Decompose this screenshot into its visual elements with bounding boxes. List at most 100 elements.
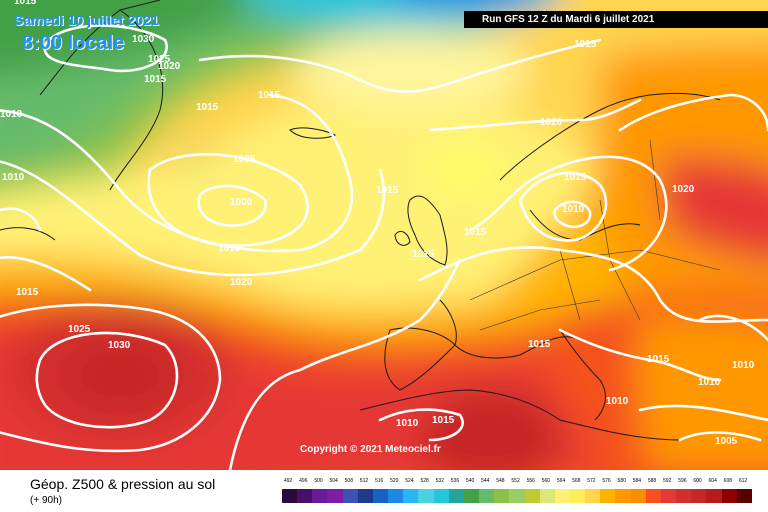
pressure-label: 1005 bbox=[233, 154, 256, 165]
color-scale-swatch bbox=[524, 489, 540, 503]
color-scale-tick: 544 bbox=[481, 478, 490, 484]
pressure-label: 1010 bbox=[0, 109, 23, 120]
color-scale-swatch bbox=[600, 489, 616, 503]
color-scale-tick: 516 bbox=[374, 478, 384, 484]
pressure-label: 1005 bbox=[715, 436, 738, 447]
color-scale-swatch bbox=[297, 489, 313, 503]
color-scale-swatch bbox=[463, 489, 480, 503]
color-scale-swatch bbox=[282, 489, 298, 503]
color-scale-tick: 584 bbox=[632, 478, 642, 484]
color-scale-swatch bbox=[509, 489, 525, 503]
pressure-label: 1025 bbox=[148, 54, 171, 65]
color-scale-ticks: 492 496 500 504 508 512 516 520 524 528 532 536 540 5… bbox=[282, 478, 752, 488]
pressure-label: 1015 bbox=[14, 0, 37, 7]
color-scale-swatch bbox=[388, 489, 404, 503]
color-scale-tick: 576 bbox=[602, 478, 611, 484]
pressure-label: 1015 bbox=[196, 102, 219, 113]
color-scale-tick: 572 bbox=[587, 478, 596, 484]
color-scale-swatch bbox=[448, 489, 464, 503]
color-scale-swatch bbox=[539, 489, 555, 503]
forecast-date: Samedi 10 juillet 2021 bbox=[14, 12, 159, 28]
color-scale-swatch bbox=[569, 489, 586, 503]
color-scale-swatch bbox=[342, 489, 358, 503]
pressure-label: 1025 bbox=[68, 324, 91, 335]
color-scale-tick: 604 bbox=[708, 478, 717, 484]
color-scale-tick: 548 bbox=[496, 478, 505, 484]
pressure-label: 1020 bbox=[540, 117, 563, 128]
color-scale-swatch bbox=[615, 489, 631, 503]
color-scale-tick: 528 bbox=[420, 478, 429, 484]
color-scale-swatch bbox=[660, 489, 677, 503]
pressure-label: 1010 bbox=[732, 360, 755, 371]
color-scale-swatch bbox=[403, 489, 419, 503]
isobars bbox=[0, 24, 768, 470]
pressure-label: 1015 bbox=[144, 74, 167, 85]
color-scale-swatch bbox=[645, 489, 661, 503]
color-scale-swatch bbox=[312, 489, 328, 503]
color-scale-tick: 520 bbox=[390, 478, 399, 484]
color-scale-tick: 600 bbox=[693, 478, 702, 484]
isobar-labels: 1015 1030 1025 1020 1015 1015 1015 1010 … bbox=[0, 0, 755, 447]
color-scale-swatch bbox=[372, 489, 389, 503]
pressure-label: 1010 bbox=[396, 418, 419, 429]
color-scale-swatch bbox=[357, 489, 373, 503]
pressure-label: 1015 bbox=[464, 227, 487, 238]
color-scale-swatch bbox=[691, 489, 707, 503]
pressure-label: 1020 bbox=[672, 184, 695, 195]
color-scale bbox=[282, 489, 752, 503]
color-scale-swatch bbox=[479, 489, 495, 503]
pressure-label: 1030 bbox=[108, 340, 131, 351]
weather-map: 1015 1030 1025 1020 1015 1015 1015 1010 … bbox=[0, 0, 768, 470]
copyright: Copyright © 2021 Meteociel.fr bbox=[300, 444, 441, 455]
color-scale-tick: 492 bbox=[284, 478, 293, 484]
color-scale-tick: 612 bbox=[738, 478, 748, 484]
pressure-label: 1010 bbox=[606, 396, 629, 407]
pressure-label: 1015 bbox=[432, 415, 455, 426]
pressure-label: 1000 bbox=[230, 197, 253, 208]
color-scale-swatch bbox=[418, 489, 434, 503]
pressure-label: 1030 bbox=[132, 34, 155, 45]
color-scale-swatch bbox=[327, 489, 343, 503]
color-scale-tick: 592 bbox=[663, 478, 672, 484]
pressure-label: 1015 bbox=[376, 185, 399, 196]
color-scale-swatch bbox=[721, 489, 737, 503]
color-scale-tick: 560 bbox=[541, 478, 551, 484]
lead-time: (+ 90h) bbox=[30, 495, 62, 506]
pressure-label: 1020 bbox=[158, 61, 181, 72]
color-scale-swatch bbox=[706, 489, 722, 503]
color-scale-tick: 536 bbox=[450, 478, 460, 484]
color-scale-swatch bbox=[736, 489, 752, 503]
color-scale-tick: 496 bbox=[299, 478, 308, 484]
color-scale-tick: 568 bbox=[572, 478, 581, 484]
pressure-label: 1015 bbox=[647, 354, 670, 365]
color-scale-tick: 508 bbox=[344, 478, 353, 484]
color-scale-swatch bbox=[585, 489, 601, 503]
run-info: Run GFS 12 Z du Mardi 6 juillet 2021 bbox=[464, 11, 768, 28]
pressure-label: 1010 bbox=[218, 243, 241, 254]
color-scale-tick: 608 bbox=[723, 478, 733, 484]
color-scale-tick: 596 bbox=[678, 478, 687, 484]
color-scale-swatch bbox=[554, 489, 570, 503]
pressure-label: 1010 bbox=[2, 172, 25, 183]
pressure-label: 1010 bbox=[562, 204, 585, 215]
pressure-label: 1015 bbox=[412, 249, 435, 260]
color-scale-swatch bbox=[676, 489, 692, 503]
forecast-hour: 8:00 locale bbox=[22, 32, 125, 54]
color-scale-tick: 588 bbox=[647, 478, 657, 484]
color-scale-swatch bbox=[494, 489, 510, 503]
color-scale-tick: 580 bbox=[617, 478, 626, 484]
color-scale-tick: 504 bbox=[329, 478, 338, 484]
color-scale-swatch bbox=[630, 489, 646, 503]
coastlines bbox=[0, 0, 721, 441]
color-scale-tick: 552 bbox=[511, 478, 520, 484]
color-scale-tick: 556 bbox=[526, 478, 535, 484]
pressure-label: 1015 bbox=[528, 339, 551, 350]
pressure-label: 1010 bbox=[698, 377, 721, 388]
product-title: Géop. Z500 & pression au sol bbox=[30, 476, 216, 492]
color-scale-swatch bbox=[433, 489, 449, 503]
color-scale-tick: 532 bbox=[435, 478, 444, 484]
pressure-label: 1015 bbox=[16, 287, 39, 298]
pressure-label: 1015 bbox=[258, 90, 281, 101]
pressure-label: 1015 bbox=[564, 172, 587, 183]
pressure-label: 1015 bbox=[574, 39, 597, 50]
